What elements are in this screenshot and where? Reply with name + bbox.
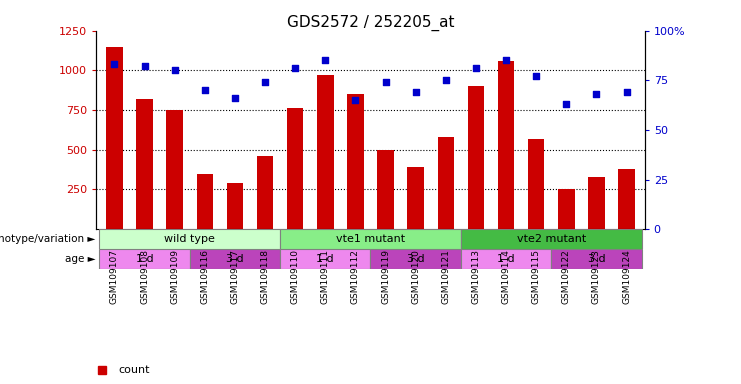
Text: GSM109116: GSM109116 [200, 249, 209, 304]
Text: 1 d: 1 d [316, 254, 334, 264]
Point [591, 91, 602, 97]
Text: genotype/variation ►: genotype/variation ► [0, 234, 96, 244]
Bar [196, 174, 213, 229]
Text: GSM109107: GSM109107 [110, 249, 119, 304]
Title: GDS2572 / 252205_at: GDS2572 / 252205_at [287, 15, 454, 31]
Bar [370, 249, 461, 269]
Point [139, 63, 150, 70]
Point [229, 95, 241, 101]
Bar [461, 249, 551, 269]
Bar [437, 137, 454, 229]
Text: GSM109119: GSM109119 [381, 249, 390, 304]
Bar [167, 110, 183, 229]
Point [531, 73, 542, 79]
Bar [408, 167, 424, 229]
Point [169, 67, 181, 73]
Bar [551, 249, 642, 269]
Bar [317, 75, 333, 229]
Point [259, 79, 271, 85]
Bar [498, 61, 514, 229]
Text: GSM109120: GSM109120 [411, 249, 420, 304]
Text: 3 d: 3 d [588, 254, 605, 264]
Text: GSM109115: GSM109115 [532, 249, 541, 304]
Bar [528, 139, 545, 229]
Point [350, 97, 362, 103]
Bar [257, 156, 273, 229]
Bar [106, 46, 123, 229]
Bar [190, 249, 280, 269]
Bar [461, 229, 642, 249]
Bar [287, 109, 304, 229]
Point [289, 65, 301, 71]
Point [199, 87, 210, 93]
Bar [618, 169, 635, 229]
Text: GSM109122: GSM109122 [562, 249, 571, 304]
Bar [347, 94, 364, 229]
Text: GSM109108: GSM109108 [140, 249, 149, 304]
Text: 1 d: 1 d [497, 254, 515, 264]
Bar [377, 150, 394, 229]
Text: age ►: age ► [65, 254, 96, 264]
Text: GSM109110: GSM109110 [290, 249, 299, 304]
Point [379, 79, 391, 85]
Bar [227, 183, 243, 229]
Text: GSM109114: GSM109114 [502, 249, 511, 304]
Bar [280, 229, 461, 249]
Text: GSM109109: GSM109109 [170, 249, 179, 304]
Text: GSM109123: GSM109123 [592, 249, 601, 304]
Text: GSM109117: GSM109117 [230, 249, 239, 304]
Point [108, 61, 120, 68]
Bar [588, 177, 605, 229]
Point [621, 89, 633, 95]
Text: 3 d: 3 d [407, 254, 425, 264]
Bar [468, 86, 484, 229]
Text: GSM109111: GSM109111 [321, 249, 330, 304]
Point [440, 77, 452, 83]
Text: 1 d: 1 d [136, 254, 153, 264]
Point [560, 101, 572, 107]
Point [470, 65, 482, 71]
Text: vte2 mutant: vte2 mutant [516, 234, 586, 244]
Point [500, 57, 512, 63]
Point [410, 89, 422, 95]
Text: GSM109118: GSM109118 [261, 249, 270, 304]
Text: GSM109124: GSM109124 [622, 249, 631, 304]
Text: wild type: wild type [165, 234, 215, 244]
Text: GSM109112: GSM109112 [351, 249, 360, 304]
Text: GSM109113: GSM109113 [471, 249, 480, 304]
Text: 3 d: 3 d [226, 254, 244, 264]
Bar [280, 249, 370, 269]
Bar [99, 249, 190, 269]
Text: GSM109121: GSM109121 [442, 249, 451, 304]
Bar [558, 189, 574, 229]
Bar [136, 99, 153, 229]
Bar [99, 229, 280, 249]
Text: count: count [119, 365, 150, 375]
Point [319, 57, 331, 63]
Text: vte1 mutant: vte1 mutant [336, 234, 405, 244]
